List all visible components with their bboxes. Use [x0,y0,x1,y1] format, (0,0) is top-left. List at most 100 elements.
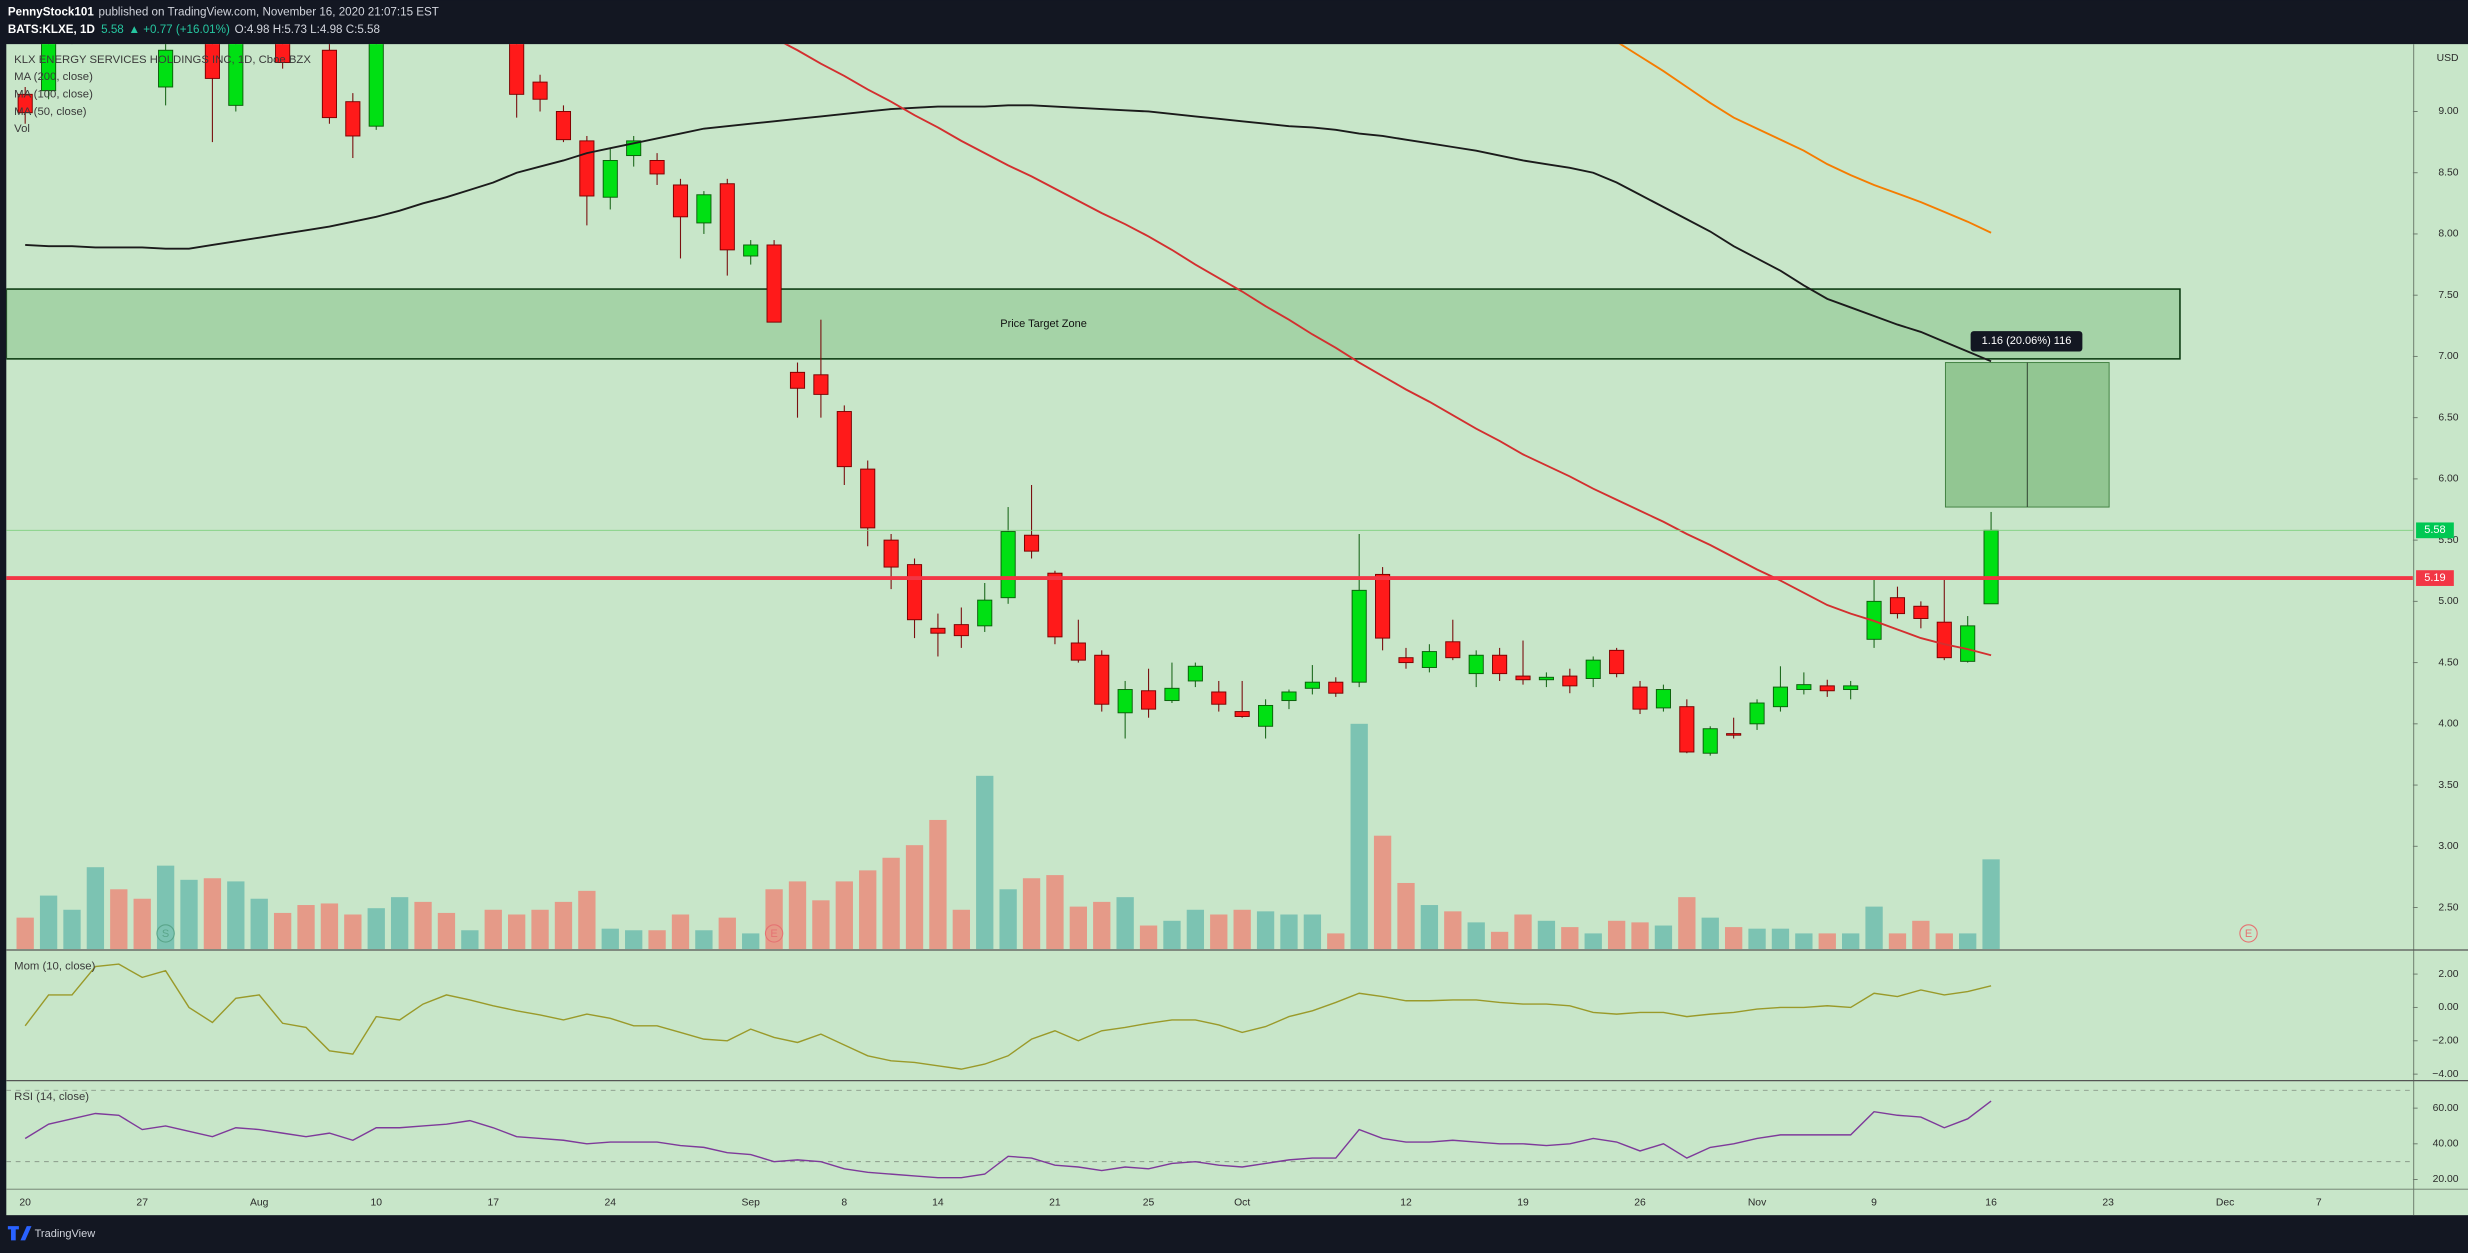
volume-bar [1724,927,1743,950]
event-label: E [770,928,777,940]
volume-bar [1584,933,1602,950]
candle-body [368,44,384,127]
volume-bar [1748,928,1766,950]
moving-average [783,44,1992,657]
volume-bar [999,889,1017,950]
volume-bar [1888,933,1907,950]
indicator-line [24,963,1992,1070]
volume-bar [110,889,128,950]
candle-body [1070,642,1086,661]
volume-bar [16,917,34,950]
candle-body [789,371,806,389]
target-zone [6,288,2181,360]
volume-bar [1959,933,1977,950]
candle-body [1843,685,1859,691]
candle-body [158,49,174,88]
candle-body [345,101,361,137]
volume-bar [671,914,690,950]
x-tick-label: 19 [1517,1197,1529,1208]
volume-bar [461,930,479,950]
candle-body [204,44,220,79]
x-tick-label: 23 [2102,1197,2114,1208]
candle-body [1421,651,1437,668]
x-tick-label: 8 [841,1197,847,1208]
moving-average [1618,44,1992,234]
measure-label-box [1970,331,2083,352]
volume-bar [63,909,81,950]
x-tick-label: Aug [250,1197,269,1208]
volume-bar [297,905,315,950]
x-tick-label: 21 [1049,1197,1061,1208]
indicator-line [24,1100,1992,1179]
legend-entry: MA (100, close) [14,88,93,100]
volume-bar [484,909,502,950]
volume-bar [905,845,924,950]
candle-body [1000,531,1016,599]
volume-bar [1116,897,1134,950]
candle-body [1702,728,1718,754]
candle-body [1726,733,1742,736]
y-tick-label: 6.00 [2438,474,2458,485]
volume-bar [86,867,105,950]
volume-bar [1397,882,1415,950]
y-tick-label: 4.00 [2438,719,2458,730]
candle-body [953,624,969,637]
candle-body [1211,691,1227,705]
overlay: 20 27 Aug 10 17 24 Sep 8 14 21 25 Oct 12 19 26 Nov 9 16 23… [14,54,2459,1208]
candle-body [836,411,852,468]
candle-body [1983,529,1999,605]
legend-entry: MA (200, close) [14,71,93,83]
y-tick-label: 8.50 [2438,167,2458,178]
volume-bar [1210,914,1228,950]
x-tick-label: 17 [487,1197,499,1208]
candle-body [1468,654,1484,675]
volume-bar [180,879,198,950]
header-line-1: PennyStock101 published on TradingView.co… [8,6,439,19]
candle-body [579,140,595,197]
x-tick-label: 25 [1143,1197,1155,1208]
price: 5.58 [101,23,124,36]
y-tick-label: 7.50 [2438,290,2458,301]
footer-brand: TradingView [35,1228,96,1240]
y-tick-label: 7.00 [2438,351,2458,362]
candle-body [41,44,57,92]
volume-bar [414,901,432,950]
y-tick-label: −2.00 [2432,1036,2458,1047]
y-tick-label: 5.50 [2438,535,2458,546]
y-tick-label: −4.00 [2432,1069,2458,1080]
volume-bar [625,930,643,950]
volume-bar [1233,909,1251,950]
candle-body [555,111,572,141]
volume-bar [648,930,666,950]
volume-bar [1935,933,1953,950]
volume-bar [1912,920,1930,950]
volume-bar [1186,909,1205,950]
momentum-pane [24,963,1992,1070]
candle-body [1609,649,1625,675]
candle-body [1679,706,1695,753]
x-tick-label: 20 [19,1197,31,1208]
volume-bar [1303,914,1322,950]
volume-bar [1818,933,1836,950]
ohlc: O:4.98 H:5.73 L:4.98 C:5.58 [235,23,380,36]
y-tick-label: 2.00 [2438,969,2458,980]
candle-body [1304,681,1320,689]
volume-bar [437,912,456,950]
volume-bar [1280,914,1298,950]
series-title: KLX ENERGY SERVICES HOLDINGS INC, 1D, Cb… [14,54,311,66]
candle-body [860,468,876,529]
volume-bar [1701,917,1719,950]
candle-body [1094,654,1110,705]
volume-bar [1514,914,1532,950]
candle-body [1328,681,1344,694]
candle-body [1749,702,1765,725]
candle-body [1492,654,1508,675]
volume-bar [1467,922,1485,950]
x-tick-label: 7 [2316,1197,2322,1208]
volume-bar [1678,897,1696,950]
volume-bar [1022,878,1041,950]
candle-body [509,44,525,95]
header-line-2: BATS:KLXE, 1D 5.58 ▲ +0.77 (+16.01%) O:4.98… [8,23,380,36]
volume-bar [250,898,268,950]
candle-body [275,44,291,63]
